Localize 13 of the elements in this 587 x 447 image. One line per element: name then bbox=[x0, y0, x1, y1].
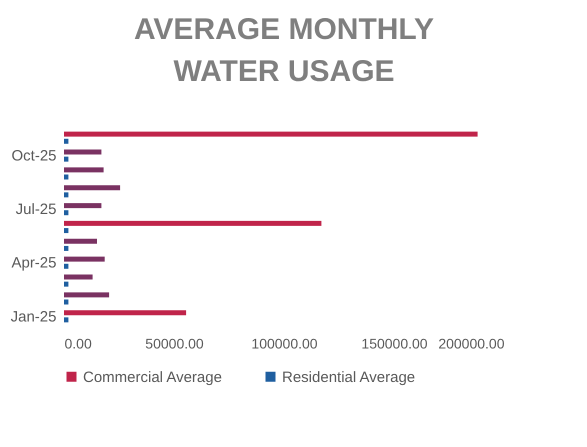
x-tick-label: 150000.00 bbox=[361, 336, 428, 352]
x-tick-label: 50000.00 bbox=[145, 336, 204, 352]
text: AVERAGE MONTHLY bbox=[134, 13, 434, 46]
y-tick-label: Apr-25 bbox=[11, 254, 56, 272]
text: WATER USAGE bbox=[173, 55, 395, 88]
legend-label: Commercial Average bbox=[83, 368, 222, 386]
y-tick-label: Jul-25 bbox=[16, 201, 56, 218]
x-tick-label: 100000.00 bbox=[251, 336, 318, 352]
y-tick-label: Oct-25 bbox=[11, 148, 56, 165]
y-tick-label: Jan-25 bbox=[10, 308, 56, 326]
x-tick-label: 0.00 bbox=[64, 336, 92, 352]
legend-label: Residential Average bbox=[282, 368, 416, 386]
x-tick-label: 200000.00 bbox=[438, 336, 505, 352]
